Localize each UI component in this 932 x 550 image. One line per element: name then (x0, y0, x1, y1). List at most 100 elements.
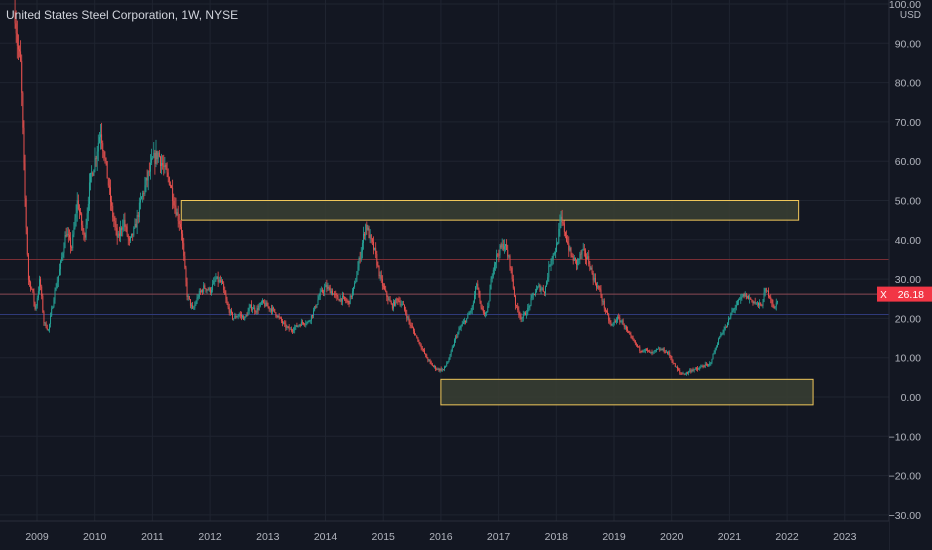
candle-body[interactable] (475, 286, 477, 296)
candle-body[interactable] (546, 281, 548, 287)
candle-body[interactable] (639, 346, 641, 351)
candle-body[interactable] (708, 364, 710, 366)
candle-body[interactable] (415, 334, 417, 336)
candle-body[interactable] (374, 247, 376, 250)
candle-body[interactable] (692, 369, 694, 371)
candle-body[interactable] (68, 235, 70, 238)
candle-body[interactable] (15, 23, 17, 34)
candle-body[interactable] (396, 298, 398, 300)
candle-body[interactable] (572, 256, 574, 261)
candle-body[interactable] (748, 295, 749, 299)
candle-body[interactable] (233, 318, 235, 320)
candle-body[interactable] (668, 352, 670, 354)
candle-body[interactable] (500, 245, 502, 248)
candle-body[interactable] (22, 92, 24, 128)
candle-body[interactable] (535, 292, 536, 295)
candle-body[interactable] (184, 255, 186, 268)
candle-body[interactable] (627, 329, 629, 331)
candle-body[interactable] (609, 320, 611, 323)
candle-body[interactable] (557, 243, 559, 244)
candle-body[interactable] (449, 354, 451, 360)
candle-body[interactable] (457, 332, 459, 337)
candle-body[interactable] (387, 297, 389, 301)
candle-body[interactable] (197, 297, 199, 299)
candle-body[interactable] (207, 289, 209, 291)
candle-body[interactable] (724, 327, 726, 330)
candle-body[interactable] (30, 282, 32, 289)
candle-body[interactable] (628, 330, 630, 334)
candle-body[interactable] (198, 291, 200, 298)
candle-body[interactable] (293, 330, 295, 332)
candle-body[interactable] (689, 370, 691, 372)
candle-body[interactable] (47, 329, 49, 331)
candle-body[interactable] (55, 287, 57, 290)
candle-body[interactable] (378, 265, 380, 277)
candle-body[interactable] (132, 233, 134, 236)
candle-body[interactable] (146, 177, 148, 181)
candle-body[interactable] (516, 305, 518, 307)
candle-body[interactable] (539, 285, 541, 291)
candle-body[interactable] (406, 313, 408, 319)
candle-body[interactable] (94, 158, 96, 171)
candle-body[interactable] (641, 351, 643, 352)
candle-body[interactable] (335, 293, 337, 295)
candle-body[interactable] (142, 192, 144, 197)
candle-body[interactable] (225, 294, 227, 300)
candle-body[interactable] (722, 332, 724, 334)
candle-body[interactable] (580, 253, 582, 255)
candle-body[interactable] (762, 301, 764, 306)
candle-body[interactable] (711, 359, 713, 363)
candle-body[interactable] (52, 306, 54, 309)
candle-body[interactable] (596, 283, 597, 288)
candle-body[interactable] (561, 216, 563, 223)
candle-body[interactable] (434, 366, 435, 367)
candle-body[interactable] (283, 322, 285, 324)
candle-body[interactable] (695, 368, 697, 370)
candle-body[interactable] (488, 301, 490, 307)
candle-body[interactable] (226, 299, 228, 304)
candle-body[interactable] (631, 335, 633, 338)
candle-body[interactable] (348, 300, 350, 305)
candle-body[interactable] (584, 250, 586, 258)
candle-body[interactable] (309, 320, 311, 322)
candle-body[interactable] (755, 302, 757, 304)
candle-body[interactable] (325, 284, 327, 288)
candle-body[interactable] (205, 288, 207, 291)
candle-body[interactable] (622, 320, 624, 325)
candle-body[interactable] (673, 362, 675, 364)
candle-body[interactable] (644, 348, 646, 351)
candle-body[interactable] (437, 368, 439, 370)
candle-body[interactable] (292, 330, 293, 332)
candle-body[interactable] (756, 302, 758, 304)
candle-body[interactable] (72, 234, 74, 249)
candle-body[interactable] (479, 293, 481, 302)
candle-body[interactable] (163, 165, 165, 168)
candle-body[interactable] (323, 291, 324, 293)
candle-body[interactable] (612, 322, 614, 325)
candle-body[interactable] (224, 289, 226, 295)
candle-body[interactable] (697, 368, 698, 370)
candle-body[interactable] (386, 291, 388, 298)
candle-body[interactable] (760, 303, 762, 306)
candle-body[interactable] (262, 300, 263, 303)
candle-body[interactable] (771, 299, 773, 304)
candle-body[interactable] (653, 350, 655, 352)
candle-body[interactable] (427, 358, 429, 361)
candle-body[interactable] (521, 318, 523, 320)
candle-body[interactable] (735, 304, 737, 308)
candle-body[interactable] (90, 172, 91, 183)
candle-body[interactable] (552, 253, 554, 259)
candle-body[interactable] (703, 366, 705, 368)
candle-body[interactable] (608, 314, 610, 321)
candle-body[interactable] (438, 368, 440, 371)
candle-body[interactable] (471, 305, 473, 311)
candle-body[interactable] (161, 162, 162, 166)
candle-body[interactable] (390, 302, 392, 305)
candle-body[interactable] (412, 327, 414, 331)
candle-body[interactable] (556, 243, 558, 252)
candle-body[interactable] (712, 353, 714, 360)
candle-body[interactable] (687, 372, 688, 374)
candle-body[interactable] (468, 313, 470, 315)
candle-body[interactable] (228, 307, 230, 313)
candle-body[interactable] (513, 288, 515, 297)
